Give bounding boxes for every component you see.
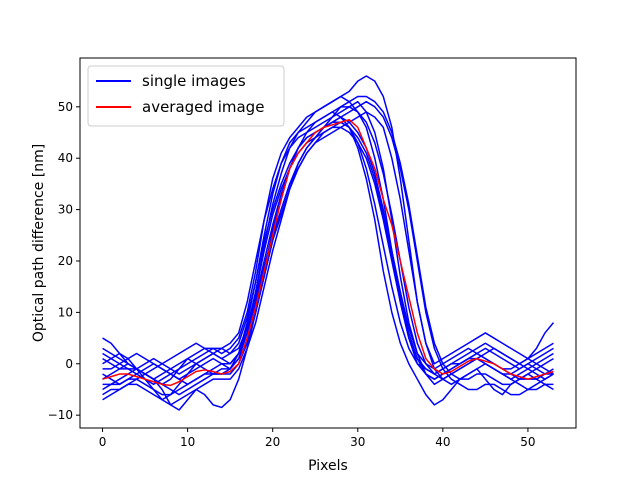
x-tick-label: 50 (520, 435, 535, 449)
y-tick-label: −10 (48, 408, 73, 422)
y-tick-label: 40 (58, 151, 73, 165)
y-tick-label: 30 (58, 203, 73, 217)
series-layer (102, 75, 555, 411)
x-axis-title: Pixels (308, 458, 348, 474)
legend-box (87, 65, 285, 127)
y-tick-label: 50 (58, 100, 73, 114)
x-tick-label: 0 (99, 435, 107, 449)
plot-frame (79, 57, 577, 429)
single-image-line-10 (102, 121, 554, 375)
y-tick-label: 20 (58, 254, 73, 268)
x-tick-label: 20 (265, 435, 280, 449)
y-axis-ticks: −10 0 10 20 30 40 50 (48, 100, 80, 422)
single-image-line-4 (102, 100, 554, 401)
y-tick-label: 0 (65, 357, 73, 371)
averaged-image-line (102, 118, 554, 387)
single-image-line-11 (102, 95, 554, 396)
y-tick-label: 10 (58, 305, 73, 319)
single-image-line-5 (102, 111, 554, 396)
x-tick-label: 10 (180, 435, 195, 449)
legend-label-averaged-image: averaged image (142, 98, 264, 116)
x-axis-ticks: 0 10 20 30 40 50 (99, 428, 536, 449)
legend-label-single-images: single images (142, 72, 246, 90)
x-tick-label: 30 (350, 435, 365, 449)
legend: single images averaged image (87, 65, 285, 127)
y-axis-title: Optical path difference [nm] (31, 144, 47, 342)
x-tick-label: 40 (435, 435, 450, 449)
